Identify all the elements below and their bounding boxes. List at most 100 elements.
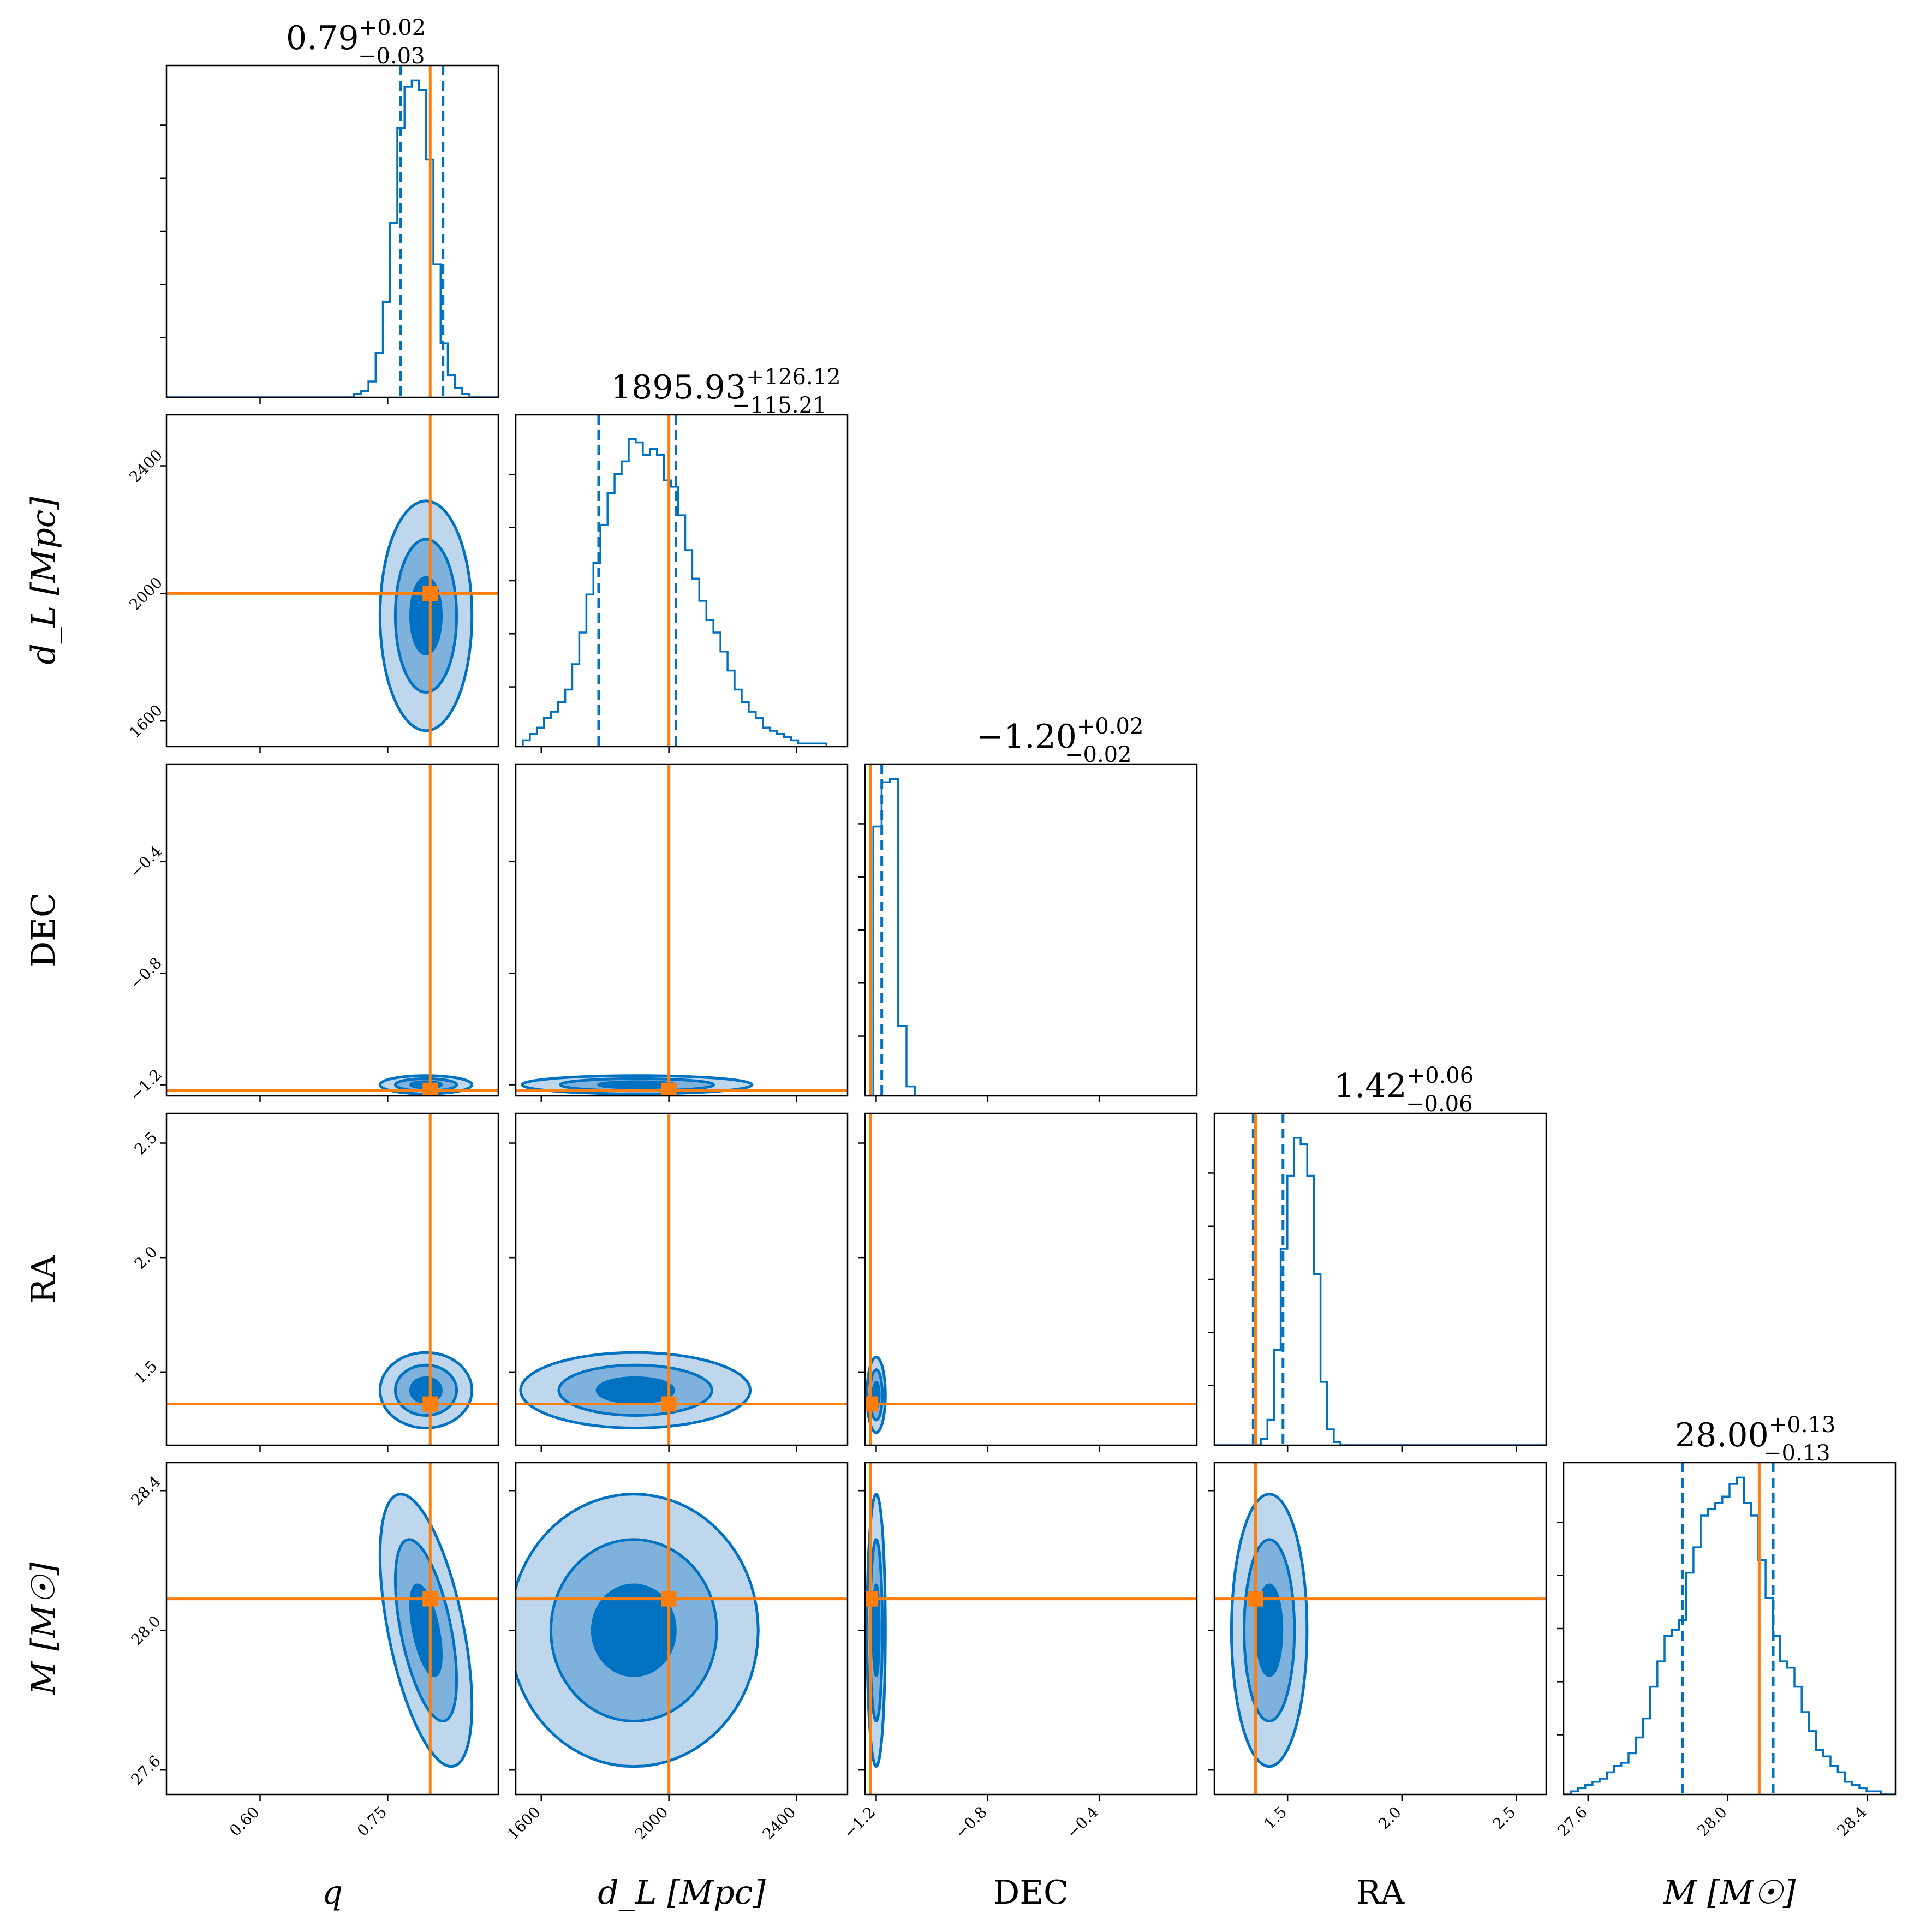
joint-panel-DEC-M	[865, 1463, 1197, 1794]
title-minus: −0.13	[1763, 1441, 1830, 1466]
title-minus: −0.02	[1065, 742, 1132, 767]
panel-frame-4-1	[515, 1462, 849, 1796]
panel-title-DEC: −1.20+0.02	[976, 714, 1143, 756]
joint-panel-q-RA	[166, 1113, 498, 1445]
title-median: 28.00	[1675, 1416, 1769, 1454]
x-tick-label-DEC: −0.4	[1063, 1803, 1102, 1842]
title-minus: −0.06	[1406, 1092, 1473, 1117]
panel-frame-4-0	[165, 1462, 499, 1796]
title-plus: +0.13	[1769, 1412, 1836, 1438]
y-tick-label-DEC: −1.2	[127, 1065, 165, 1104]
title-plus: +0.02	[1077, 714, 1144, 739]
x-tick-label-M: 28.4	[1833, 1803, 1870, 1840]
y-tick-label-M: 27.6	[128, 1752, 164, 1788]
panel-frame-4-4	[1563, 1462, 1897, 1796]
y-tick-label-RA: 2.0	[131, 1243, 161, 1273]
contour-1sigma	[591, 1583, 677, 1677]
truth-marker	[422, 1591, 438, 1607]
x-tick-label-RA: 2.0	[1375, 1803, 1405, 1833]
joint-panel-dL-M	[516, 1463, 848, 1794]
y-tick-label-DEC: −0.4	[127, 842, 165, 881]
y-axis-label-RA: RA	[25, 1255, 63, 1303]
panel-title-dL: 1895.93+126.12	[611, 365, 841, 407]
contour-1sigma	[597, 1080, 677, 1089]
panel-frame-4-3	[1213, 1462, 1547, 1796]
panel-title-minus-dL: −115.21	[732, 393, 826, 418]
x-tick-label-RA: 1.5	[1260, 1803, 1290, 1833]
y-axis-label-M: M [M☉]	[25, 1562, 63, 1695]
joint-panel-q-dL	[166, 415, 498, 747]
marginal-histogram-q	[166, 65, 498, 397]
panel-title-q: 0.79+0.02	[286, 15, 426, 57]
marginal-histogram-DEC	[865, 764, 1197, 1096]
truth-marker	[422, 1396, 438, 1412]
x-tick-label-dL: 1600	[504, 1803, 544, 1844]
panel-title-minus-M: −0.13	[1763, 1441, 1830, 1466]
x-axis-label-dL: d_L [Mpc]	[598, 1874, 766, 1912]
truth-marker	[865, 1591, 879, 1607]
x-tick-label-q: 0.60	[226, 1803, 263, 1840]
title-median: 0.79	[286, 19, 359, 57]
y-axis-label-dL: d_L [Mpc]	[25, 497, 63, 665]
title-median: 1.42	[1334, 1067, 1407, 1105]
joint-panel-q-DEC	[166, 764, 498, 1096]
histogram-step	[1564, 1476, 1895, 1794]
y-axis-label-DEC: DEC	[25, 892, 63, 968]
contour-1sigma	[595, 1376, 675, 1404]
title-plus: +126.12	[746, 365, 840, 390]
x-tick-label-dL: 2400	[759, 1803, 800, 1844]
panel-frame-2-0	[165, 763, 499, 1097]
joint-panel-dL-DEC	[516, 764, 848, 1096]
panel-frame-2-1	[515, 763, 849, 1097]
title-minus: −0.03	[358, 44, 425, 69]
y-tick-label-RA: 1.5	[131, 1357, 161, 1387]
panel-frame-1-1	[515, 414, 849, 748]
title-median: −1.20	[976, 718, 1077, 756]
y-tick-label-DEC: −0.8	[127, 954, 165, 993]
histogram-step	[516, 438, 848, 747]
truth-marker	[422, 1082, 438, 1096]
panel-frame-1-0	[165, 414, 499, 748]
panel-frame-4-2	[864, 1462, 1198, 1796]
truth-marker	[661, 1082, 677, 1096]
joint-panel-RA-M	[1214, 1463, 1546, 1794]
x-axis-label-M: M [M☉]	[1663, 1874, 1796, 1912]
y-tick-label-RA: 2.5	[131, 1128, 161, 1158]
joint-panel-DEC-RA	[865, 1113, 1197, 1445]
joint-panel-dL-RA	[516, 1113, 848, 1445]
title-plus: +0.06	[1407, 1063, 1474, 1088]
x-tick-label-M: 28.0	[1694, 1803, 1730, 1840]
panel-frame-0-0	[165, 64, 499, 398]
histogram-step	[166, 79, 498, 397]
panel-frame-3-1	[515, 1112, 849, 1446]
panel-title-M: 28.00+0.13	[1675, 1412, 1835, 1454]
x-tick-label-dL: 2000	[631, 1803, 672, 1844]
marginal-histogram-RA	[1214, 1113, 1546, 1445]
truth-marker	[1248, 1591, 1263, 1607]
marginal-histogram-M	[1564, 1463, 1895, 1794]
truth-marker	[422, 586, 438, 601]
joint-panel-q-M	[166, 1463, 498, 1794]
y-tick-label-M: 28.4	[128, 1472, 164, 1509]
x-tick-label-q: 0.75	[354, 1803, 390, 1840]
panel-title-minus-RA: −0.06	[1406, 1092, 1473, 1117]
panel-title-minus-q: −0.03	[358, 44, 425, 69]
x-axis-label-DEC: DEC	[993, 1874, 1069, 1912]
contour-1sigma	[409, 1583, 443, 1677]
histogram-step	[1214, 1137, 1546, 1445]
truth-marker	[661, 1591, 677, 1607]
title-minus: −115.21	[732, 393, 826, 418]
panel-frame-3-0	[165, 1112, 499, 1446]
x-axis-label-q: q	[322, 1874, 343, 1912]
panel-title-minus-DEC: −0.02	[1065, 742, 1132, 767]
title-median: 1895.93	[611, 368, 746, 407]
histogram-step	[865, 778, 1197, 1096]
contour-1sigma	[872, 1583, 881, 1678]
x-tick-label-M: 27.6	[1554, 1803, 1590, 1840]
panel-frame-3-2	[864, 1112, 1198, 1446]
x-tick-label-DEC: −1.2	[840, 1803, 879, 1842]
truth-marker	[661, 1396, 677, 1412]
marginal-histogram-dL	[516, 415, 848, 747]
panel-frame-2-2	[864, 763, 1198, 1097]
